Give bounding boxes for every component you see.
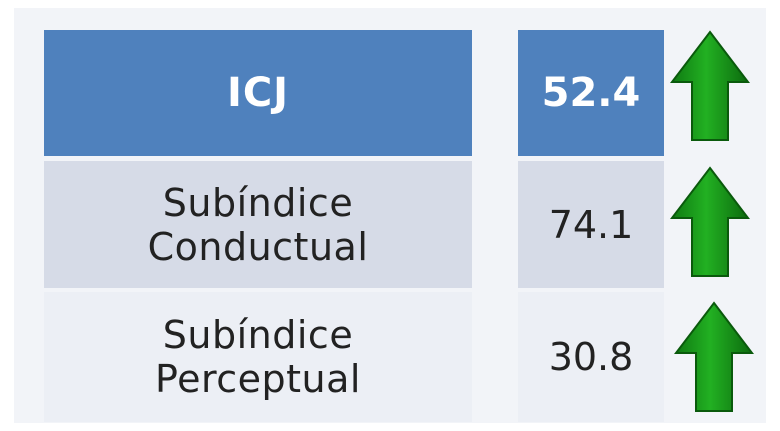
perceptual-label-line1: Subíndice [162,313,354,357]
perceptual-value-cell: 30.8 [518,292,664,422]
conductual-label-line1: Subíndice [162,180,354,225]
icj-label-cell: ICJ [44,30,472,156]
index-table: ICJ 52.4 Subíndice Conductual 74.1 [14,8,766,423]
conductual-label-cell: Subíndice Conductual [44,161,472,288]
perceptual-label-cell: Subíndice Perceptual [44,292,472,422]
up-arrow-icon [670,30,750,142]
up-arrow-icon [670,166,750,278]
perceptual-label-line2: Perceptual [155,357,361,401]
icj-value-cell: 52.4 [518,30,664,156]
conductual-label-line2: Conductual [147,224,369,269]
icj-value: 52.4 [541,70,641,116]
conductual-value: 74.1 [548,202,634,247]
perceptual-value: 30.8 [548,335,634,379]
conductual-value-cell: 74.1 [518,161,664,288]
up-arrow-icon [674,301,754,413]
icj-label: ICJ [226,70,290,116]
